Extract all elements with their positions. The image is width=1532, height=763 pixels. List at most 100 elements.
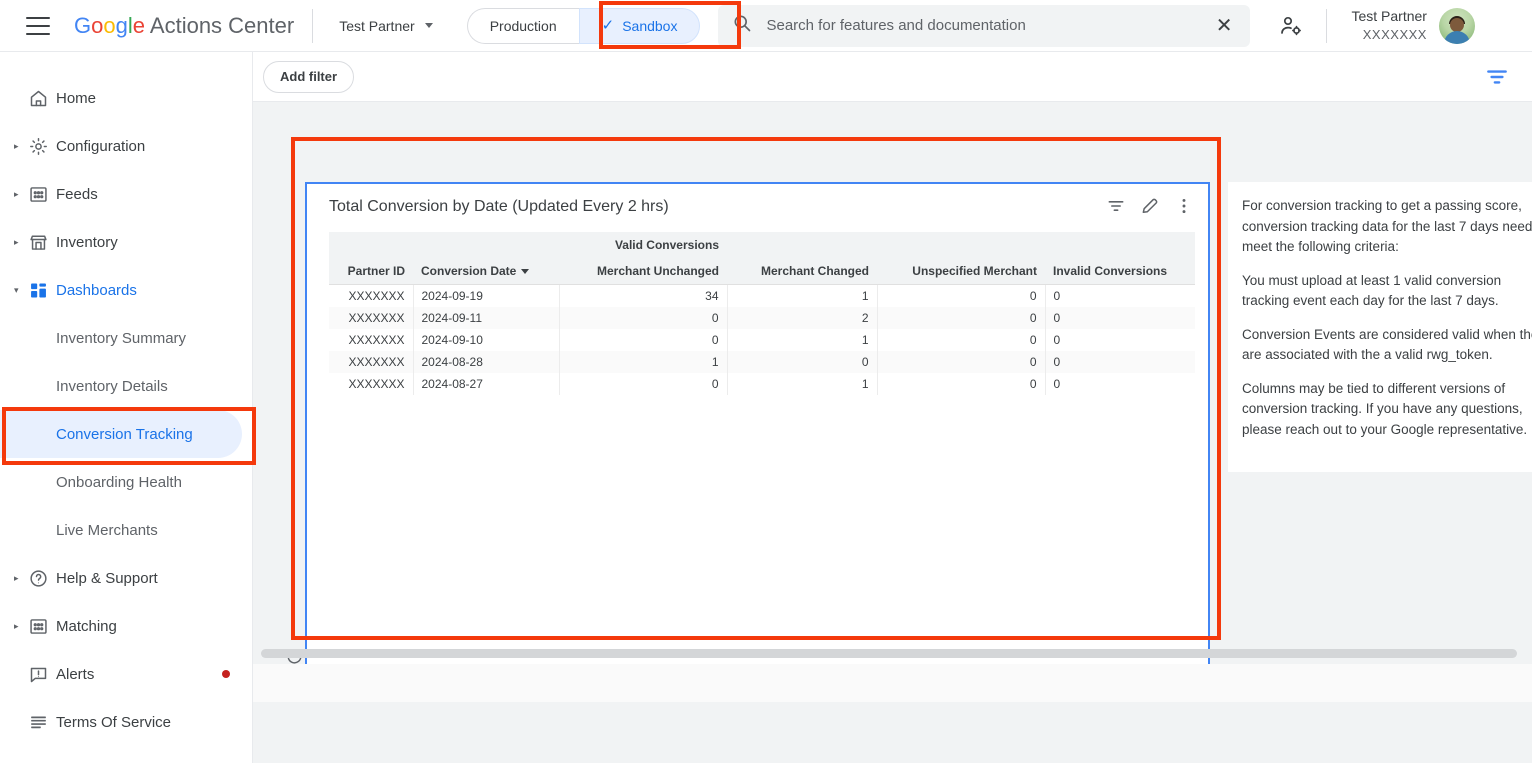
column-header-label: Partner ID — [347, 263, 405, 278]
sidebar-item-feeds[interactable]: ▸ Feeds — [0, 170, 252, 218]
table-row[interactable]: XXXXXXX 2024-09-19 34 1 0 0 — [329, 284, 1195, 307]
user-account[interactable]: Test Partner XXXXXXX — [1351, 7, 1475, 44]
table-cell: 2024-09-11 — [413, 306, 560, 329]
table-cell: XXXXXXX — [329, 372, 414, 395]
table-row[interactable]: XXXXXXX 2024-09-11 0 2 0 0 — [329, 306, 1195, 329]
column-header-label: Unspecified Merchant — [912, 263, 1037, 278]
table-cell: XXXXXXX — [329, 284, 414, 307]
column-header-merchant-unchanged[interactable]: Merchant Unchanged — [559, 258, 727, 285]
table-cell: 2024-08-27 — [413, 372, 560, 395]
sidebar-item-onboarding-health[interactable]: Onboarding Health — [0, 458, 252, 506]
column-header-conversion-date[interactable]: Conversion Date — [413, 258, 559, 285]
chevron-right-icon: ▸ — [14, 188, 19, 199]
sidebar-item-label: Feeds — [56, 185, 98, 203]
production-button[interactable]: Production — [466, 7, 579, 44]
table-cell: 0 — [559, 328, 728, 351]
sandbox-button[interactable]: ✓ Sandbox — [578, 7, 701, 44]
sidebar-item-live-merchants[interactable]: Live Merchants — [0, 506, 252, 554]
filter-icon[interactable] — [1484, 64, 1510, 90]
grid-icon — [28, 184, 56, 205]
sidebar-item-label: Help & Support — [56, 569, 158, 587]
add-filter-button[interactable]: Add filter — [263, 60, 355, 93]
store-icon — [28, 232, 56, 253]
table-cell: 2024-09-10 — [413, 328, 560, 351]
column-header-unspecified-merchant[interactable]: Unspecified Merchant — [877, 258, 1045, 285]
sidebar-item-label: Live Merchants — [56, 521, 158, 539]
group-spacer-partner — [329, 232, 413, 258]
sidebar-item-inventory[interactable]: ▸ Inventory — [0, 218, 252, 266]
edit-pencil-icon[interactable] — [1140, 196, 1160, 216]
bottom-strip — [253, 664, 1532, 702]
chevron-right-icon: ▸ — [14, 236, 19, 247]
table-cell: XXXXXXX — [329, 350, 414, 373]
clear-search-icon[interactable]: ✕ — [1215, 14, 1233, 37]
sidebar-item-terms-of-service[interactable]: Terms Of Service — [0, 698, 252, 746]
divider — [312, 8, 314, 43]
sidebar-item-inventory-details[interactable]: Inventory Details — [0, 362, 252, 410]
column-header-invalid-conversions[interactable]: Invalid Conversions — [1045, 258, 1195, 285]
search-input[interactable] — [766, 17, 1198, 34]
sort-descending-icon — [521, 269, 530, 275]
column-header-label: Merchant Changed — [760, 263, 869, 278]
table-cell: 0 — [1045, 328, 1195, 351]
table-cell: 0 — [1045, 284, 1195, 307]
sidebar-item-label: Inventory — [56, 233, 118, 251]
gear-icon — [28, 136, 56, 157]
table-cell: 1 — [727, 284, 878, 307]
table-cell: 0 — [559, 306, 728, 329]
main-content: Add filter Total Conversion by Date (Upd… — [253, 52, 1532, 763]
table-cell: 1 — [727, 328, 878, 351]
chevron-right-icon: ▸ — [14, 140, 19, 151]
chevron-right-icon: ▸ — [14, 620, 19, 631]
brand-title: Google Actions Center — [74, 13, 294, 39]
hamburger-menu-icon[interactable] — [26, 16, 50, 35]
sidebar-item-matching[interactable]: ▸ Matching — [0, 602, 252, 650]
table-group-header-row: Valid Conversions — [329, 232, 1195, 258]
report-title: Total Conversion by Date (Updated Every … — [329, 198, 669, 215]
report-card-actions — [1106, 196, 1194, 216]
sidebar-item-dashboards[interactable]: ▾ Dashboards — [0, 266, 252, 314]
horizontal-scrollbar-thumb[interactable] — [261, 649, 1517, 658]
sidebar-item-alerts[interactable]: Alerts — [0, 650, 252, 698]
search-bar[interactable]: ✕ — [718, 4, 1251, 47]
report-card: Total Conversion by Date (Updated Every … — [305, 182, 1210, 667]
filter-toolbar: Add filter — [253, 52, 1532, 102]
divider — [1326, 8, 1328, 43]
column-header-label: Conversion Date — [421, 263, 517, 278]
table-row[interactable]: XXXXXXX 2024-08-28 1 0 0 0 — [329, 350, 1195, 373]
horizontal-scrollbar-track[interactable] — [261, 649, 1523, 658]
column-header-merchant-changed[interactable]: Merchant Changed — [727, 258, 877, 285]
sidebar-item-help-support[interactable]: ▸ Help & Support — [0, 554, 252, 602]
sidebar-item-label: Conversion Tracking — [56, 425, 193, 443]
table-cell: 0 — [877, 350, 1046, 373]
more-vert-icon[interactable] — [1174, 196, 1194, 216]
group-spacer-mc — [727, 232, 877, 258]
sidebar-item-inventory-summary[interactable]: Inventory Summary — [0, 314, 252, 362]
sidebar-item-label: Inventory Summary — [56, 329, 187, 347]
check-icon: ✓ — [601, 17, 615, 34]
avatar[interactable] — [1438, 7, 1475, 44]
column-header-partner-id[interactable]: Partner ID — [329, 258, 413, 285]
dashboard-icon — [28, 280, 56, 301]
table-cell: 0 — [877, 306, 1046, 329]
table-row[interactable]: XXXXXXX 2024-09-10 0 1 0 0 — [329, 328, 1195, 351]
sidebar-nav: Home ▸ Configuration ▸ Feeds ▸ Inventory ▾ Dashb… — [0, 52, 253, 763]
document-lines-icon — [28, 712, 56, 733]
sidebar-item-home[interactable]: Home — [0, 74, 252, 122]
user-id: XXXXXXX — [1362, 27, 1427, 43]
partner-selector[interactable]: Test Partner — [331, 12, 440, 40]
sidebar-item-conversion-tracking[interactable]: Conversion Tracking — [0, 410, 242, 458]
table-cell: 0 — [1045, 306, 1195, 329]
account-manager-icon[interactable] — [1274, 9, 1308, 43]
card-filter-icon[interactable] — [1106, 196, 1126, 216]
info-paragraph: Columns may be tied to different version… — [1242, 380, 1528, 437]
table-row[interactable]: XXXXXXX 2024-08-27 0 1 0 0 — [329, 372, 1195, 395]
sidebar-item-label: Inventory Details — [56, 377, 168, 395]
sidebar-item-configuration[interactable]: ▸ Configuration — [0, 122, 252, 170]
table-cell: 2024-09-19 — [413, 284, 560, 307]
chevron-right-icon: ▸ — [14, 572, 19, 583]
table-cell: 0 — [877, 328, 1046, 351]
info-paragraph: For conversion tracking to get a passing… — [1242, 198, 1532, 255]
user-text: Test Partner XXXXXXX — [1351, 7, 1426, 43]
